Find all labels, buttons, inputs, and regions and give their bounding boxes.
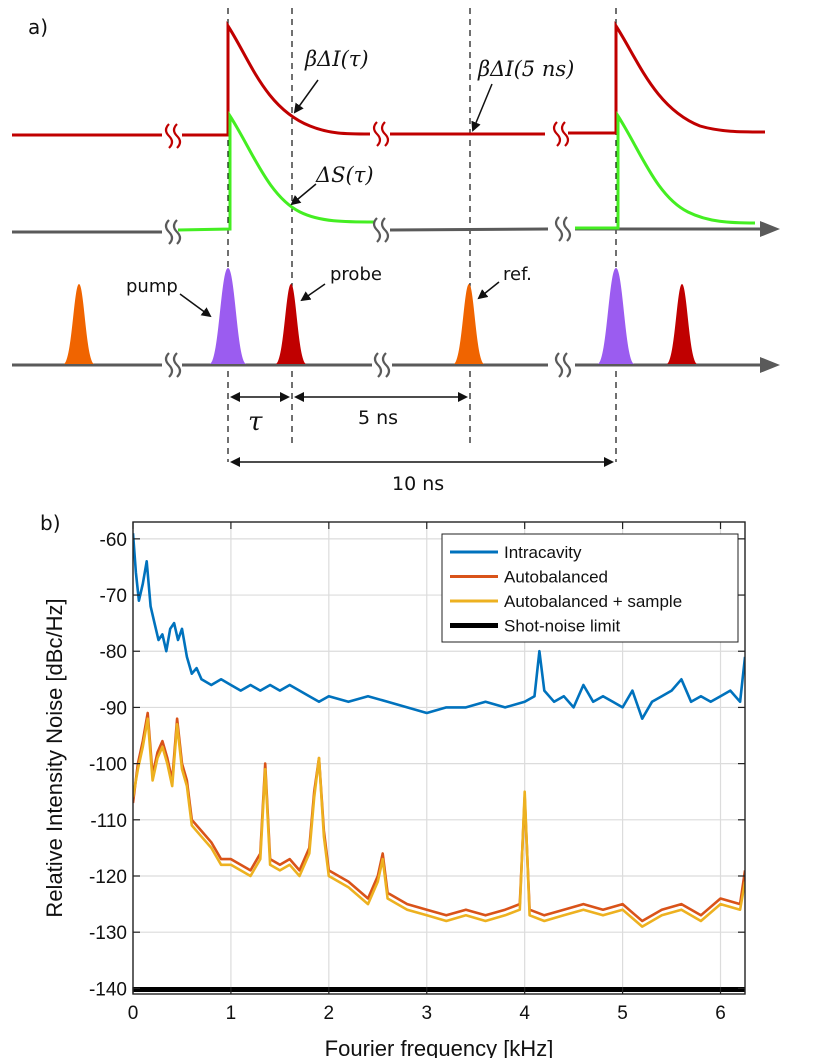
x-tick-label: 5 xyxy=(617,1003,628,1024)
legend-entry: Intracavity xyxy=(504,543,582,562)
ref-label: ref. xyxy=(503,264,532,285)
x-tick-label: 4 xyxy=(519,1003,530,1024)
signal-label: ΔS(τ) xyxy=(315,163,374,187)
x-axis-label: Fourier frequency [kHz] xyxy=(325,1036,554,1058)
ref-pulse xyxy=(454,284,484,364)
period-label: 10 ns xyxy=(392,473,444,495)
legend-entry: Autobalanced + sample xyxy=(504,592,682,611)
panel-a: a) xyxy=(12,8,780,495)
legend-entry: Autobalanced xyxy=(504,568,608,587)
y-tick-label: -90 xyxy=(100,698,127,719)
signal-axis-line-2 xyxy=(389,227,549,232)
legend-entry: Shot-noise limit xyxy=(504,617,620,636)
intensity-ref-label: βΔI(5 ns) xyxy=(477,57,574,81)
y-tick-label: -140 xyxy=(89,979,127,1000)
delay-label: 5 ns xyxy=(358,407,398,429)
break-mark xyxy=(554,352,564,378)
break-mark xyxy=(373,352,383,378)
probe-pulse xyxy=(276,284,306,364)
y-tick-label: -130 xyxy=(89,923,127,944)
break-mark xyxy=(381,352,391,378)
break-mark xyxy=(172,352,182,378)
pulse-axis-arrow xyxy=(760,357,780,373)
series-line-intracavity xyxy=(133,533,745,721)
intensity-segment-2 xyxy=(182,20,371,137)
signal-axis-arrow xyxy=(760,221,780,237)
break-mark xyxy=(372,121,382,147)
intensity-trace xyxy=(12,20,766,137)
pump-pulse xyxy=(210,268,246,364)
y-tick-label: -100 xyxy=(89,755,127,776)
y-tick-label: -110 xyxy=(90,811,127,832)
break-mark xyxy=(380,217,390,243)
signal-breaks xyxy=(164,216,572,245)
pump-pulse xyxy=(598,268,634,364)
ref-pulse xyxy=(64,284,94,364)
annotation-arrows xyxy=(179,79,614,467)
x-tick-label: 3 xyxy=(421,1003,432,1024)
y-tick-label: -60 xyxy=(100,530,127,551)
signal-arrow xyxy=(290,183,317,206)
break-mark xyxy=(164,352,174,378)
series-group xyxy=(133,533,745,992)
break-mark xyxy=(372,217,382,243)
break-mark xyxy=(172,123,182,149)
x-tick-label: 6 xyxy=(715,1003,726,1024)
ref-arrow xyxy=(477,281,500,300)
intensity-segment-4 xyxy=(568,20,766,135)
pulse-axis xyxy=(12,268,780,378)
signal-trace-1 xyxy=(177,110,376,232)
panel-a-label: a) xyxy=(28,15,48,39)
panel-b-label: b) xyxy=(40,511,61,535)
break-mark xyxy=(562,352,572,378)
series-line-autobalanced-sample xyxy=(133,717,745,928)
pump-label: pump xyxy=(126,276,178,297)
intensity-breaks xyxy=(164,121,570,149)
y-tick-label: -120 xyxy=(89,867,127,888)
signal-axis xyxy=(12,110,780,245)
break-mark xyxy=(164,219,174,245)
break-mark xyxy=(380,121,390,147)
x-tick-label: 1 xyxy=(226,1003,237,1024)
break-mark xyxy=(552,121,562,147)
x-tick-label: 2 xyxy=(324,1003,335,1024)
break-mark xyxy=(554,216,564,242)
pump-arrow xyxy=(179,293,212,318)
panel-b: b) 0 1 2 3 4 5 6 -60 -70 -80 -90 -100 -110 -120 -130 -1… xyxy=(40,511,746,1058)
signal-trace-2 xyxy=(575,110,756,230)
y-tick-label: -70 xyxy=(100,586,127,607)
break-mark xyxy=(172,219,182,245)
pulse-breaks xyxy=(164,352,572,378)
y-tick-label: -80 xyxy=(100,642,127,663)
intensity-arrow xyxy=(293,79,319,114)
probe-pulse xyxy=(667,284,697,364)
chart: 0 1 2 3 4 5 6 -60 -70 -80 -90 -100 -110 -120 -130 -140 I… xyxy=(89,521,746,1024)
tau-label: τ xyxy=(248,407,263,437)
plot-frame xyxy=(132,521,746,995)
break-mark xyxy=(560,121,570,147)
intensity-ref-arrow xyxy=(471,83,493,132)
break-mark xyxy=(164,123,174,149)
intensity-label: βΔI(τ) xyxy=(304,47,369,71)
x-tick-label: 0 xyxy=(128,1003,139,1024)
y-axis-label: Relative Intensity Noise [dBc/Hz] xyxy=(42,598,67,917)
probe-arrow xyxy=(300,283,326,302)
probe-label: probe xyxy=(330,264,382,285)
break-mark xyxy=(562,216,572,242)
